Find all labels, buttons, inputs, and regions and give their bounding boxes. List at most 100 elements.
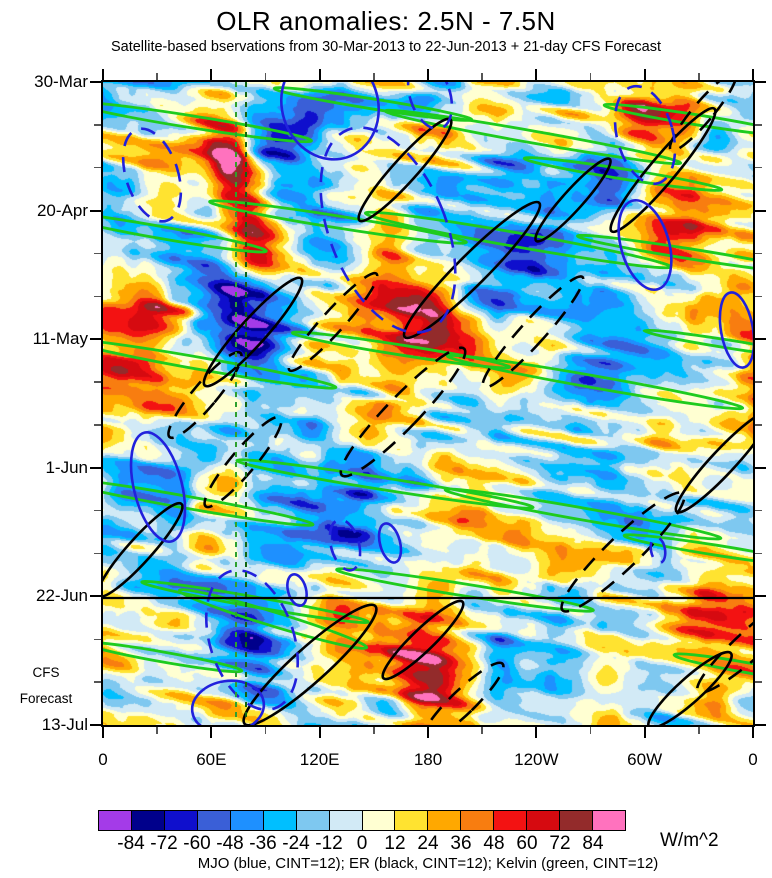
colorbar-tick-label: 60 xyxy=(516,833,538,854)
y-minor-tick xyxy=(94,252,101,255)
colorbar-tick-label: -84 xyxy=(117,833,145,854)
x-minor-tick-top xyxy=(264,73,267,80)
colorbar-segment xyxy=(164,811,198,830)
colorbar-segment xyxy=(527,811,561,830)
x-major-tick-top xyxy=(101,69,105,80)
y-major-tick xyxy=(90,595,101,598)
mjo-contour-positive xyxy=(190,679,266,725)
y-major-tick-right xyxy=(755,209,766,212)
cfs-forecast-label-line2: Forecast xyxy=(19,691,73,706)
chart-subtitle: Satellite-based bservations from 30-Mar-… xyxy=(110,39,662,55)
x-major-tick xyxy=(426,727,430,738)
colorbar-segment xyxy=(362,811,396,830)
mjo-contour-negative xyxy=(328,518,362,572)
er-wave-contour-positive xyxy=(202,276,304,388)
y-minor-tick xyxy=(94,295,101,298)
y-minor-tick xyxy=(94,509,101,512)
x-major-tick xyxy=(751,727,755,738)
x-minor-tick xyxy=(156,727,158,734)
colorbar-tick-label: 72 xyxy=(549,833,571,854)
mjo-contour-negative xyxy=(319,126,457,334)
mjo-contour-negative xyxy=(121,127,183,223)
kelvin-wave-contour xyxy=(672,652,753,682)
x-major-tick xyxy=(101,727,105,738)
x-axis-tick-label: 60W xyxy=(627,750,663,769)
y-major-tick xyxy=(90,209,101,212)
page-title: OLR anomalies: 2.5N - 7.5N xyxy=(216,6,556,36)
colorbar-segment xyxy=(296,811,330,830)
colorbar-tick-label: -60 xyxy=(183,833,211,854)
y-major-tick-right xyxy=(755,723,766,727)
colorbar-segment xyxy=(494,811,528,830)
er-wave-contour-negative xyxy=(339,346,467,478)
y-major-tick-right xyxy=(755,595,766,598)
x-major-tick xyxy=(643,727,646,738)
colorbar-segment xyxy=(461,811,495,830)
y-axis-tick-label: 13-Jul xyxy=(41,715,88,734)
x-axis-tick-label: 120E xyxy=(299,750,340,769)
y-minor-tick-right xyxy=(755,166,762,169)
kelvin-wave-contour xyxy=(235,458,535,510)
x-minor-tick xyxy=(589,727,592,734)
x-axis-tick-label: 0 xyxy=(98,750,108,769)
kelvin-wave-contour xyxy=(383,108,683,166)
contour-legend-caption: MJO (blue, CINT=12); ER (black, CINT=12)… xyxy=(197,855,659,872)
y-minor-tick xyxy=(94,638,101,641)
kelvin-wave-contour xyxy=(622,533,753,567)
colorbar-tick-label: -72 xyxy=(150,833,178,854)
colorbar-tick-label: 24 xyxy=(417,833,439,854)
kelvin-wave-contour xyxy=(103,338,338,390)
er-wave-contour-positive xyxy=(609,106,717,234)
y-minor-tick xyxy=(94,424,101,426)
kelvin-wave-contour xyxy=(103,100,313,144)
colorbar-segment xyxy=(560,811,594,830)
kelvin-wave-contour xyxy=(208,199,468,245)
er-wave-contour-negative xyxy=(421,661,505,725)
y-major-tick-right xyxy=(755,466,766,469)
kelvin-wave-contour xyxy=(335,567,595,613)
colorbar-segment xyxy=(395,811,429,830)
colorbar-tick-label: 84 xyxy=(582,833,604,854)
colorbar-tick-label: -24 xyxy=(282,833,310,854)
y-major-tick xyxy=(90,466,101,469)
x-axis-tick-label: 120W xyxy=(514,750,559,769)
x-minor-tick-top xyxy=(373,73,375,80)
mjo-contour-negative xyxy=(613,84,677,186)
er-wave-contour-negative xyxy=(203,415,283,509)
colorbar-tick-label: 36 xyxy=(450,833,472,854)
er-wave-contour-negative xyxy=(481,275,585,389)
y-minor-tick xyxy=(94,681,101,683)
kelvin-wave-contour xyxy=(272,86,474,122)
y-minor-tick-right xyxy=(755,295,762,298)
y-minor-tick-right xyxy=(755,424,762,426)
y-axis-tick-label: 30-Mar xyxy=(34,72,88,91)
kelvin-wave-contour xyxy=(522,156,724,192)
x-minor-tick-top xyxy=(698,73,700,80)
kelvin-wave-contour xyxy=(576,233,753,275)
y-major-tick xyxy=(90,723,101,727)
er-wave-contour-negative xyxy=(560,491,686,613)
x-axis-tick-label: 180 xyxy=(413,750,443,769)
y-minor-tick-right xyxy=(755,381,762,383)
mjo-contour-positive xyxy=(617,198,673,292)
colorbar-segment xyxy=(263,811,297,830)
mjo-contour-negative xyxy=(649,535,667,565)
y-major-tick xyxy=(90,338,101,341)
colorbar-segment xyxy=(593,811,625,830)
y-major-tick-right xyxy=(755,80,766,84)
y-minor-tick xyxy=(94,552,101,555)
y-major-tick-right xyxy=(755,338,766,341)
x-major-tick-top xyxy=(426,69,430,80)
colorbar-tick-label: -48 xyxy=(216,833,244,854)
x-major-tick-top xyxy=(535,69,538,80)
y-minor-tick xyxy=(94,381,101,383)
x-minor-tick-top xyxy=(589,73,592,80)
colorbar-segment xyxy=(131,811,165,830)
mjo-contour-negative xyxy=(204,569,300,711)
y-major-tick xyxy=(90,80,101,84)
colorbar-tick-label: 12 xyxy=(384,833,406,854)
x-minor-tick xyxy=(264,727,267,734)
y-axis-tick-label: 20-Apr xyxy=(36,200,88,220)
mjo-contour-positive xyxy=(279,82,381,161)
